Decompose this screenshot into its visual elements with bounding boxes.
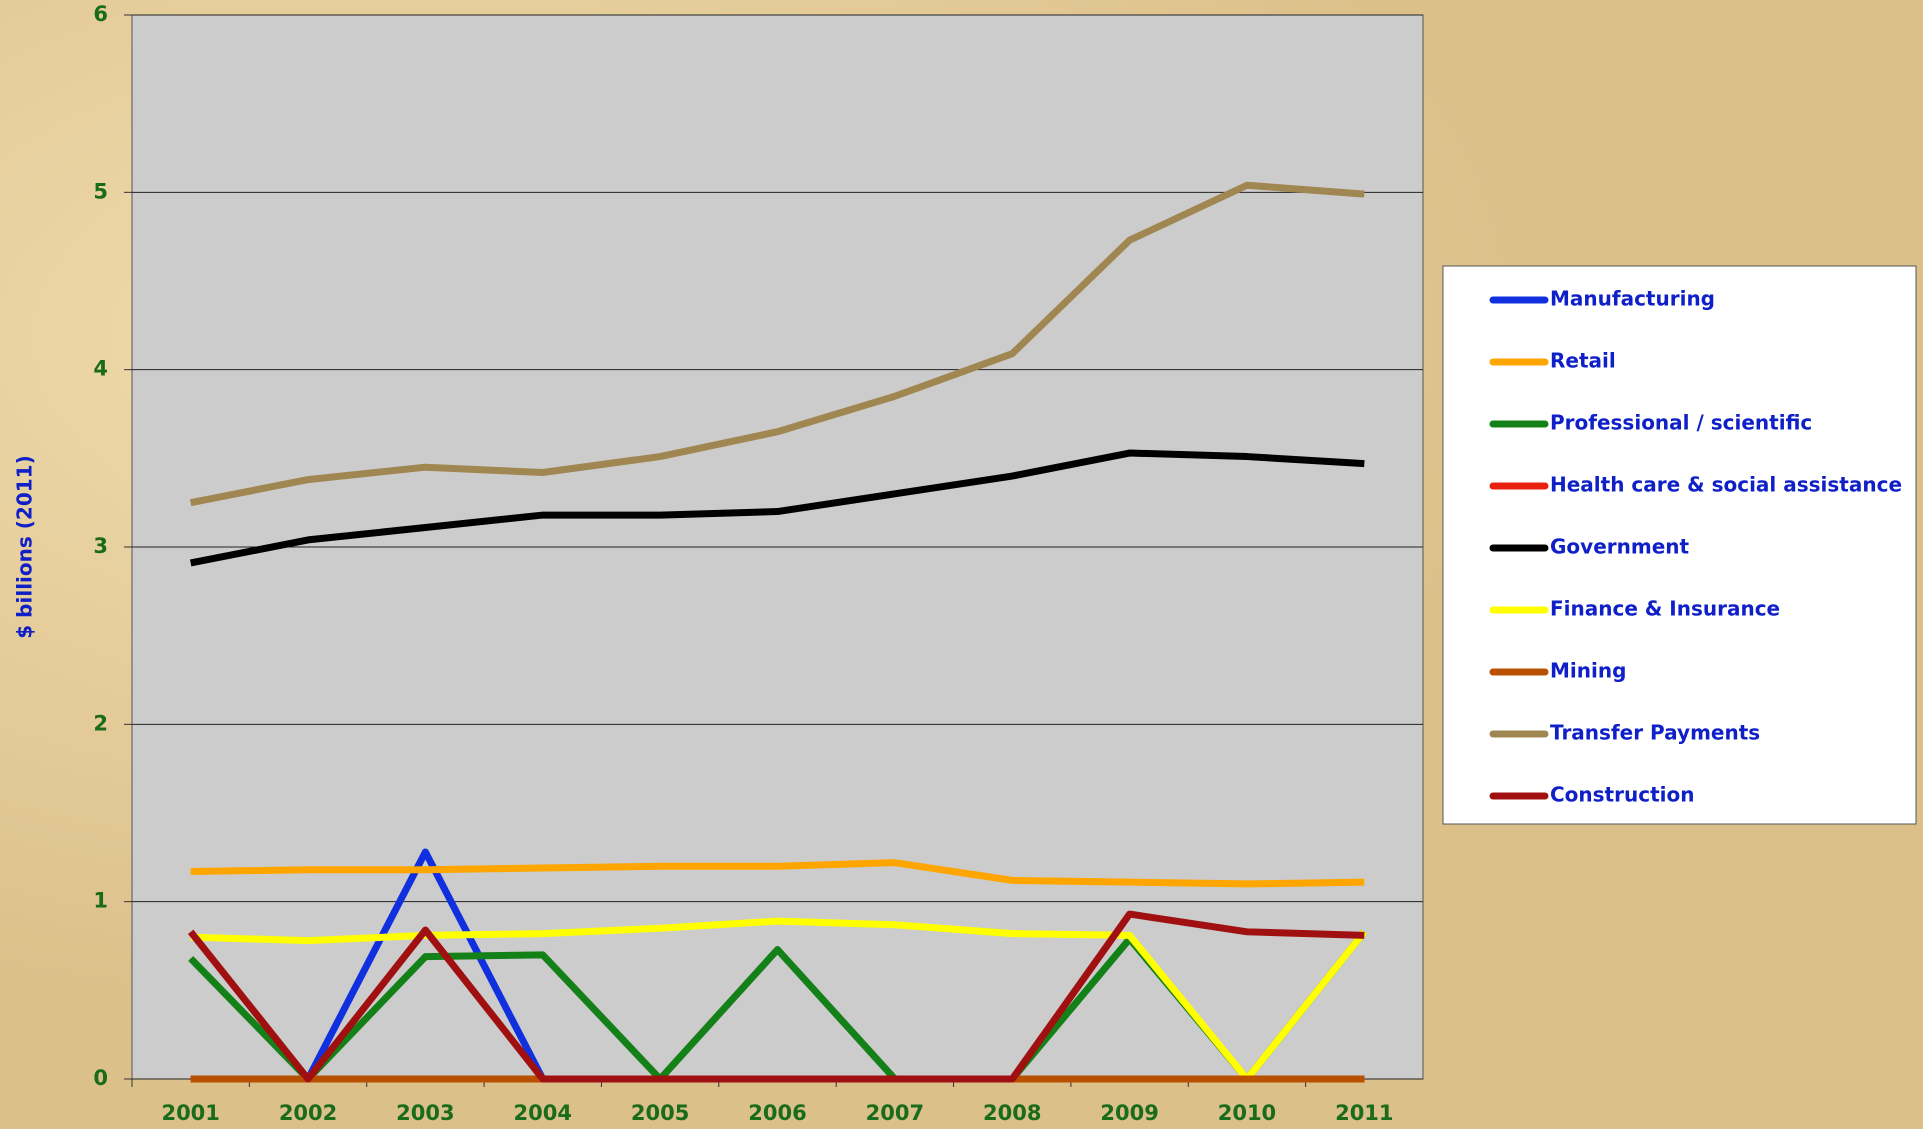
y-tick-label: 0 — [93, 1066, 108, 1090]
y-tick-label: 5 — [93, 179, 108, 203]
y-tick-label: 6 — [93, 2, 108, 26]
y-axis-label: $ billions (2011) — [13, 455, 37, 638]
x-tick-label: 2010 — [1218, 1101, 1276, 1125]
series-line — [190, 917, 1368, 1083]
x-tick-label: 2004 — [514, 1101, 572, 1125]
series-line — [190, 859, 1365, 888]
x-tick-label: 2009 — [1100, 1101, 1158, 1125]
legend-label: Health care & social assistance — [1550, 473, 1902, 497]
legend-label: Manufacturing — [1550, 287, 1715, 311]
x-tick-label: 2001 — [161, 1101, 219, 1125]
legend-label: Professional / scientific — [1550, 411, 1812, 435]
legend-label: Retail — [1550, 349, 1616, 373]
y-tick-label: 2 — [93, 711, 108, 735]
legend-label: Mining — [1550, 659, 1626, 683]
x-tick-label: 2011 — [1335, 1101, 1393, 1125]
series-line — [190, 181, 1365, 507]
x-tick-label: 2005 — [631, 1101, 689, 1125]
y-tick-label: 4 — [93, 357, 108, 381]
x-tick-label: 2002 — [279, 1101, 337, 1125]
legend-label: Transfer Payments — [1550, 721, 1760, 745]
y-tick-label: 1 — [93, 889, 108, 913]
series-line — [187, 910, 1365, 1083]
legend-label: Construction — [1550, 783, 1694, 807]
x-tick-label: 2008 — [983, 1101, 1041, 1125]
series-line — [190, 449, 1365, 567]
y-tick-label: 3 — [93, 534, 108, 558]
legend-label: Government — [1550, 535, 1690, 559]
x-tick-label: 2007 — [866, 1101, 924, 1125]
x-tick-label: 2006 — [748, 1101, 806, 1125]
legend-label: Finance & Insurance — [1550, 597, 1780, 621]
x-tick-label: 2003 — [396, 1101, 454, 1125]
